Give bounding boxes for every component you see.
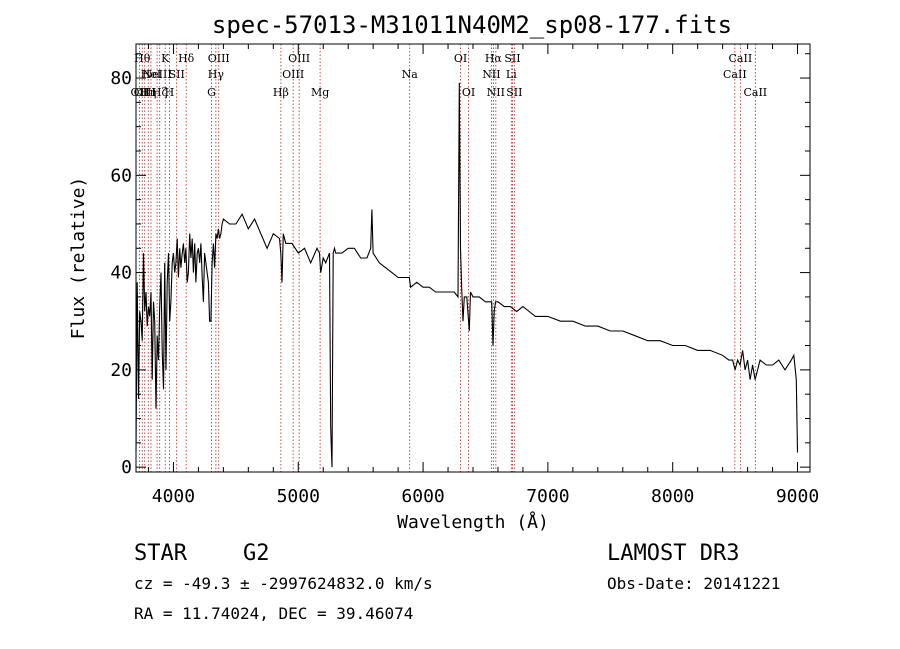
y-tick-label: 60 (110, 165, 132, 186)
spectral-line-label: CaII (723, 68, 747, 81)
spectral-line-label: H (165, 86, 175, 99)
spectral-line-label: CaII (729, 52, 753, 65)
spectral-line-label: K (161, 52, 170, 65)
ra-dec: RA = 11.74024, DEC = 39.46074 (134, 604, 413, 623)
spectral-line-label: NII (482, 68, 500, 81)
spectral-line-labels: OIIHθOIIIHηHeINeIIIHζKHSIIHδGHγOIIIHβOII… (131, 52, 768, 99)
spectral-line-label: OIII (134, 86, 156, 99)
spectral-line-label: CaII (743, 86, 767, 99)
x-tick-label: 6000 (401, 486, 444, 507)
x-tick-label: 8000 (651, 486, 694, 507)
chart-title: spec-57013-M31011N40M2_sp08-177.fits (212, 11, 732, 39)
plot-frame (135, 43, 811, 473)
spectral-line-label: NeIII (143, 68, 172, 81)
spectral-line-label: G (207, 86, 216, 99)
survey-name: LAMOST DR3 (607, 541, 739, 566)
spectral-line-label: Na (402, 68, 419, 81)
spectral-line-label: Hθ (134, 52, 151, 65)
spectral-line-label: Hβ (273, 86, 289, 99)
spectral-line-label: OII (131, 86, 149, 99)
spectral-line-label: Hα (485, 52, 503, 65)
spectral-line-label: SII (506, 86, 522, 99)
spectral-line-label: Hδ (178, 52, 195, 65)
flux-series-line (135, 82, 799, 468)
object-class: STAR (134, 541, 188, 566)
x-tick-label: 7000 (526, 486, 569, 507)
obs-date: Obs-Date: 20141221 (607, 574, 780, 593)
spectral-line-label: OIII (282, 68, 304, 81)
x-axis-label: Wavelength (Å) (397, 511, 549, 533)
x-tick-label: 9000 (776, 486, 819, 507)
spectral-line-label: NII (487, 86, 505, 99)
object-subclass: G2 (243, 541, 270, 566)
y-tick-label: 0 (121, 457, 132, 478)
spectral-line-label: Mg (311, 86, 329, 99)
spectral-line-label: OIII (208, 52, 230, 65)
y-axis-label: Flux (relative) (68, 177, 89, 340)
spectral-line-label: SII (504, 52, 520, 65)
y-tick-label: 20 (110, 360, 132, 381)
y-tick-label: 80 (110, 68, 132, 89)
spectral-line-label: OIII (288, 52, 310, 65)
axis-ticks: 4000 5000 6000 7000 8000 9000 0 20 40 60 80 (110, 44, 819, 507)
spectral-line-label: SII (169, 68, 185, 81)
spectral-line-label: OI (462, 86, 475, 99)
spectral-line-label: Hη (140, 86, 156, 99)
y-tick-label: 40 (110, 263, 132, 284)
redshift-info: cz = -49.3 ± -2997624832.0 km/s (134, 574, 433, 593)
x-tick-label: 4000 (152, 486, 195, 507)
x-tick-label: 5000 (277, 486, 320, 507)
spectral-line-label: Li (506, 68, 517, 81)
spectral-line-label: Hζ (152, 86, 168, 99)
spectral-line-label: Hγ (208, 68, 225, 81)
spectral-line-markers (138, 44, 756, 472)
spectral-line-label: OI (454, 52, 467, 65)
